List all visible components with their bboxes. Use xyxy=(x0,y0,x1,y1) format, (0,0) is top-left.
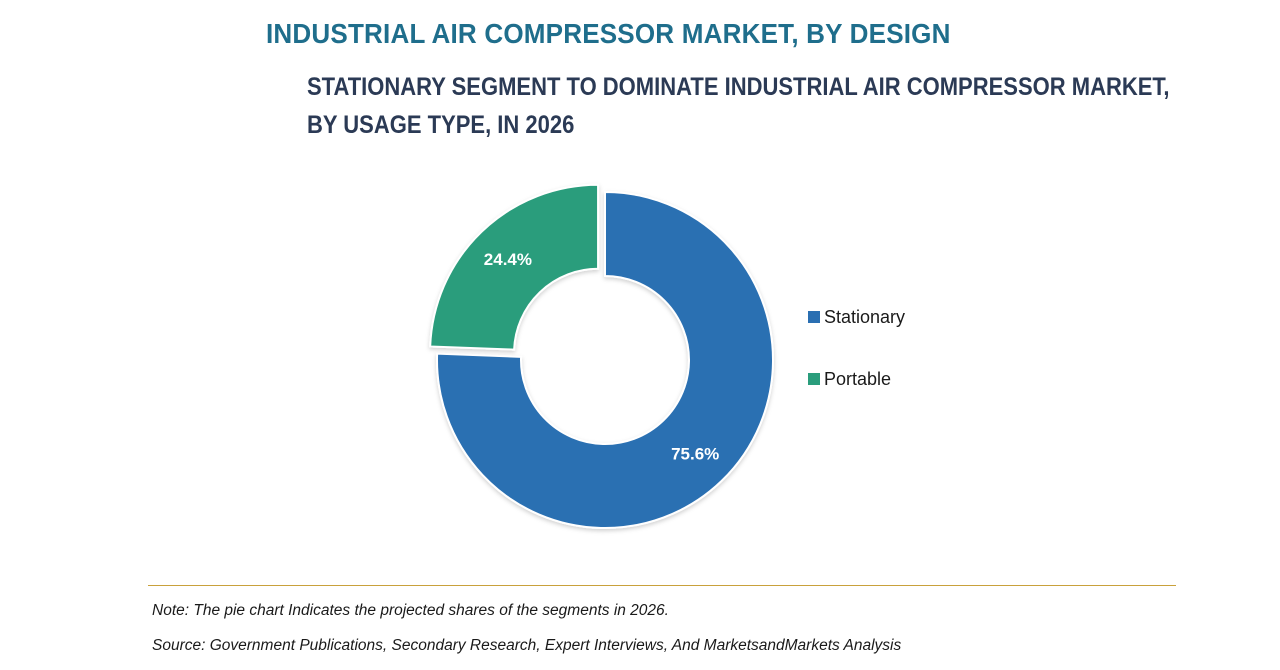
donut-slice-portable[interactable] xyxy=(429,183,600,351)
chart-title: INDUSTRIAL AIR COMPRESSOR MARKET, BY DES… xyxy=(266,18,951,49)
footer-divider xyxy=(148,585,1176,586)
legend-item-portable[interactable]: Portable xyxy=(808,367,905,391)
chart-subtitle: STATIONARY SEGMENT TO DOMINATE INDUSTRIA… xyxy=(307,68,1170,144)
chart-subtitle-line-2: BY USAGE TYPE, IN 2026 xyxy=(307,111,575,139)
legend-swatch-portable xyxy=(808,373,820,385)
data-label-portable: 24.4% xyxy=(484,250,532,269)
footnote-note: Note: The pie chart Indicates the projec… xyxy=(152,602,669,619)
legend-label-portable: Portable xyxy=(824,368,892,389)
chart-legend: Stationary Portable xyxy=(808,305,905,429)
legend-swatch-stationary xyxy=(808,311,820,323)
donut-slice-stationary[interactable] xyxy=(436,190,774,529)
data-label-stationary: 75.6% xyxy=(671,445,719,464)
legend-label-stationary: Stationary xyxy=(824,306,906,327)
footnote-source: Source: Government Publications, Seconda… xyxy=(152,637,902,654)
chart-subtitle-line-1: STATIONARY SEGMENT TO DOMINATE INDUSTRIA… xyxy=(307,73,1170,101)
legend-item-stationary[interactable]: Stationary xyxy=(808,305,905,329)
